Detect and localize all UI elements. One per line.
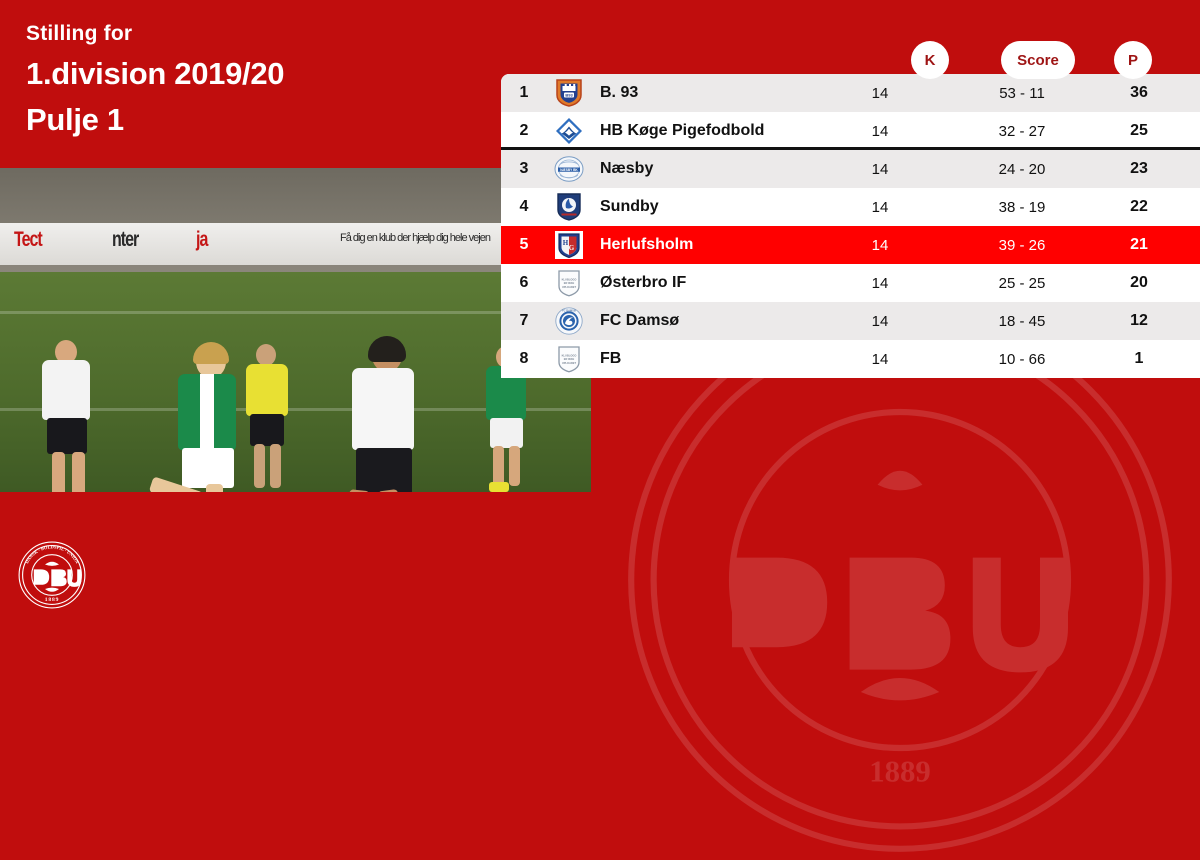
fc-damso-crest: FC DAMSØ [555,307,583,335]
row-matches-played: 14 [871,236,889,254]
svg-text:1889: 1889 [869,755,931,789]
photo-advert-boards: Tect nter ja Få dig en klub der hjælp di… [0,223,591,266]
row-goal-score: 25 - 25 [998,274,1046,292]
generic-crest-icon: KLUBLOGO ER IKKE UPLOADET [547,269,591,297]
row-points: 25 [1130,122,1148,139]
row-goal-score: 38 - 19 [998,198,1046,216]
table-row[interactable]: 8 KLUBLOGO ER IKKE UPLOADET FB 14 10 - 66 1 [501,340,1200,378]
svg-text:KLUBLOGO: KLUBLOGO [562,354,577,358]
table-row[interactable]: 1 B93 B. 93 14 53 - 11 36 [501,74,1200,112]
row-position: 6 [519,274,529,291]
svg-text:UPLOADET: UPLOADET [562,285,577,289]
row-team-name: Herlufsholm [600,236,694,253]
advert-text-3: ja [196,228,208,251]
sundby-crest-icon [547,193,591,221]
hb-koge-crest-icon [547,117,591,145]
svg-text:NÆSBY BK: NÆSBY BK [560,168,578,172]
table-row[interactable]: 6 KLUBLOGO ER IKKE UPLOADET Østerbro IF 1… [501,264,1200,302]
svg-text:KLUBLOGO: KLUBLOGO [562,278,577,282]
row-points: 22 [1130,198,1148,215]
svg-text:UPLOADET: UPLOADET [562,361,577,365]
row-points: 23 [1130,160,1148,177]
row-position: 3 [519,160,529,177]
column-header-score: Score [1001,41,1075,79]
svg-text:1889: 1889 [45,597,60,603]
page-subtitle: Pulje 1 [26,102,124,137]
fc-damso-crest-icon: FC DAMSØ [547,307,591,335]
row-points: 36 [1130,84,1148,101]
sundby-crest [557,193,581,221]
svg-text:ER IKKE: ER IKKE [564,281,575,285]
column-header-p: P [1114,41,1152,79]
match-photo: Tect nter ja Få dig en klub der hjælp di… [0,168,591,492]
row-goal-score: 32 - 27 [998,122,1046,140]
table-row[interactable]: 7 FC DAMSØ FC Damsø 14 18 - 45 12 [501,302,1200,340]
row-position: 1 [519,84,529,101]
row-team-name: B. 93 [600,84,639,101]
generic-crest: KLUBLOGO ER IKKE UPLOADET [558,270,580,297]
generic-crest: KLUBLOGO ER IKKE UPLOADET [558,346,580,373]
herlufsholm-crest: H G [555,231,583,259]
svg-text:H: H [563,239,569,247]
row-matches-played: 14 [871,160,889,178]
row-points: 21 [1130,236,1148,253]
row-team-name: Næsby [600,160,654,177]
row-team-name: FB [600,350,622,367]
dbu-watermark: 1889 [620,300,1180,860]
row-position: 2 [519,122,529,139]
row-points: 20 [1130,274,1148,291]
row-matches-played: 14 [871,84,889,102]
row-position: 7 [519,312,529,329]
row-team-name: FC Damsø [600,312,680,329]
header-panel: Stilling for 1.division 2019/20 Pulje 1 [0,0,500,168]
svg-text:G: G [569,244,575,252]
b93-crest: B93 [556,79,582,107]
row-goal-score: 24 - 20 [998,160,1046,178]
row-position: 8 [519,350,529,367]
row-goal-score: 18 - 45 [998,312,1046,330]
table-row[interactable]: 3 NÆSBY BK Næsby 14 24 - 20 23 [501,150,1200,188]
row-matches-played: 14 [871,274,889,292]
row-team-name: Østerbro IF [600,274,687,291]
row-position: 5 [519,236,529,253]
row-matches-played: 14 [871,122,889,140]
naesby-crest: NÆSBY BK [554,156,584,182]
row-points: 1 [1134,350,1144,367]
row-matches-played: 14 [871,198,889,216]
herlufsholm-crest-icon: H G [547,231,591,259]
table-row[interactable]: 2 HB Køge Pigefodbold 14 32 - 27 25 [501,112,1200,150]
row-goal-score: 53 - 11 [999,84,1045,102]
row-team-name: Sundby [600,198,659,215]
row-matches-played: 14 [871,350,889,368]
b93-crest-icon: B93 [547,79,591,107]
generic-crest-icon: KLUBLOGO ER IKKE UPLOADET [547,345,591,373]
standings-table: 1 B93 B. 93 14 53 - 11 36 2 HB Køge Pigefodb… [501,74,1200,378]
naesby-crest-icon: NÆSBY BK [547,156,591,182]
svg-text:FC DAMSØ: FC DAMSØ [562,309,576,313]
advert-text-2: nter [112,228,139,251]
row-team-name: HB Køge Pigefodbold [600,122,765,139]
row-position: 4 [519,198,529,215]
row-goal-score: 10 - 66 [998,350,1046,368]
header-kicker: Stilling for [26,22,133,45]
advert-text-4: Få dig en klub der hjælp dig hele vejen [340,232,491,245]
table-row[interactable]: 4 Sundby 14 38 - 19 22 [501,188,1200,226]
dbu-logo: 1889 DANSK · BOLDSPIL · UNION [17,540,87,610]
column-header-k: K [911,41,949,79]
advert-text-1: Tect [14,228,43,251]
table-row[interactable]: 5 H G Herlufsholm 14 39 - 26 21 [501,226,1200,264]
row-matches-played: 14 [871,312,889,330]
page-title: 1.division 2019/20 [26,56,285,91]
svg-text:ER IKKE: ER IKKE [564,357,575,361]
svg-text:B93: B93 [565,93,573,98]
row-goal-score: 39 - 26 [998,236,1046,254]
hb-koge-crest [556,118,582,144]
row-points: 12 [1130,312,1148,329]
